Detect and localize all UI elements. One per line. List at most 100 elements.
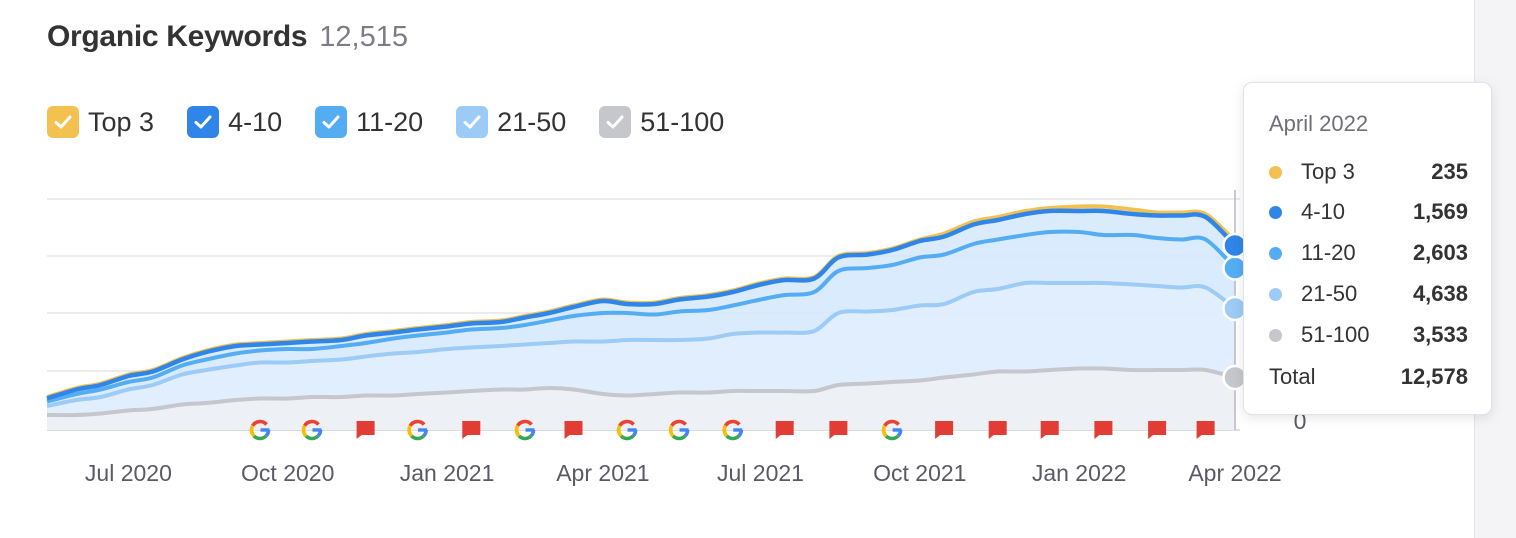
tooltip-row-value: 235 (1431, 159, 1468, 184)
checkbox-checked-icon[interactable] (187, 106, 220, 138)
tooltip-row-top-3: Top 3 235 (1269, 157, 1468, 187)
google-arc (516, 419, 533, 427)
legend-item-51-100[interactable]: 51-100 (599, 106, 724, 138)
tooltip-row-value: 4,638 (1412, 281, 1468, 306)
google-update-icon[interactable] (722, 419, 744, 441)
checkbox-checked-icon[interactable] (315, 106, 348, 138)
google-arc (407, 424, 414, 438)
flag-shape (775, 421, 794, 439)
legend-item-top-3[interactable]: Top 3 (47, 106, 154, 138)
google-arc (722, 424, 729, 438)
google-arc (517, 434, 533, 441)
series-line-4-10 (46, 208, 1237, 401)
note-flag-icon[interactable] (1094, 421, 1113, 439)
series-line-11-20 (46, 229, 1237, 404)
series-dot-icon (1269, 328, 1282, 342)
tooltip-total-row: Total 12,578 (1269, 362, 1468, 392)
x-tick-label: Jul 2021 (717, 460, 804, 486)
google-arc (251, 419, 268, 427)
x-tick-label: Apr 2021 (556, 460, 649, 486)
flag-shape (1040, 421, 1059, 439)
google-update-icon[interactable] (616, 419, 638, 441)
google-arc (723, 419, 741, 427)
flag-shape (356, 421, 375, 439)
note-flag-icon[interactable] (829, 421, 848, 439)
tooltip-row-name: Top 3 (1301, 159, 1355, 184)
series-line-51-100 (46, 366, 1236, 418)
series-dot-icon (1269, 165, 1282, 179)
note-flag-icon[interactable] (988, 421, 1007, 439)
checkbox-checked-icon[interactable] (47, 106, 79, 138)
note-flag-icon[interactable] (1148, 421, 1167, 439)
google-update-icon[interactable] (514, 419, 536, 441)
tooltip-row-11-20: 11-20 2,603 (1269, 238, 1468, 268)
flag-shape (1094, 421, 1113, 439)
flag-shape (462, 421, 481, 439)
legend-label: 11-20 (356, 106, 424, 137)
google-update-icon[interactable] (668, 419, 690, 441)
x-tick-label: Apr 2022 (1188, 460, 1281, 486)
google-update-icon[interactable] (301, 419, 323, 441)
google-arc (619, 434, 635, 441)
legend-item-11-20[interactable]: 11-20 (315, 106, 423, 138)
tooltip-row-name: 4-10 (1301, 199, 1346, 224)
google-arc (725, 434, 741, 441)
tooltip-total-label: Total (1269, 364, 1316, 389)
series-dot-icon (1269, 246, 1282, 260)
tooltip-row-21-50: 21-50 4,638 (1269, 279, 1468, 309)
legend-item-4-10[interactable]: 4-10 (187, 106, 282, 138)
google-arc (514, 424, 521, 438)
chart-legend: Top 3 4-10 11-20 21-50 51-100 (47, 106, 757, 138)
chart-areas (47, 206, 1235, 430)
google-arc (881, 424, 888, 438)
tooltip-row-51-100: 51-100 3,533 (1269, 320, 1468, 350)
tooltip-row-name: 21-50 (1301, 281, 1358, 306)
legend-label: 51-100 (640, 106, 725, 137)
checkbox-checked-icon[interactable] (456, 106, 489, 138)
x-axis-ticks: Jul 2020 Oct 2020 Jan 2021 Apr 2021 Jul 2021… (85, 460, 1282, 486)
google-update-icon[interactable] (881, 419, 903, 441)
tooltip-row-value: 1,569 (1412, 199, 1468, 224)
google-arc (410, 434, 425, 441)
google-arc (618, 419, 635, 427)
note-flag-icon[interactable] (462, 421, 481, 439)
note-flag-icon[interactable] (775, 421, 794, 439)
google-arc (616, 424, 623, 438)
x-tick-label: Oct 2020 (241, 460, 334, 486)
event-markers[interactable] (249, 419, 1215, 441)
keywords-total: 12,515 (319, 21, 408, 53)
flag-shape (988, 421, 1007, 439)
google-arc (883, 419, 900, 427)
google-arc (301, 424, 308, 438)
series-dot-icon (1269, 287, 1282, 301)
note-flag-icon[interactable] (356, 421, 375, 439)
tooltip-row-4-10: 4-10 1,569 (1269, 197, 1468, 227)
tooltip-row-value: 3,533 (1412, 322, 1468, 347)
legend-label: 21-50 (497, 106, 567, 137)
google-update-icon[interactable] (249, 419, 271, 441)
widget-title: Organic Keywords (47, 20, 308, 53)
x-tick-label: Jan 2021 (400, 460, 495, 486)
x-tick-label: Jan 2022 (1032, 460, 1127, 486)
legend-label: 4-10 (228, 106, 283, 137)
legend-item-21-50[interactable]: 21-50 (456, 106, 566, 138)
google-update-icon[interactable] (407, 419, 428, 441)
google-arc (884, 434, 900, 441)
series-dot-icon (1269, 205, 1282, 219)
x-tick-label: Oct 2021 (873, 460, 966, 486)
google-arc (408, 419, 426, 427)
note-flag-icon[interactable] (564, 421, 583, 439)
google-arc (668, 424, 675, 438)
note-flag-icon[interactable] (935, 421, 954, 439)
flag-shape (564, 421, 583, 439)
google-arc (671, 434, 687, 441)
chart-tooltip: April 2022 Top 3 235 4-10 1,569 11-20 2,… (1243, 82, 1492, 415)
checkbox-checked-icon[interactable] (599, 106, 632, 138)
flag-shape (829, 421, 848, 439)
tooltip-row-name: 11-20 (1301, 240, 1356, 265)
note-flag-icon[interactable] (1196, 421, 1215, 439)
series-line-21-50 (46, 280, 1237, 408)
note-flag-icon[interactable] (1040, 421, 1059, 439)
